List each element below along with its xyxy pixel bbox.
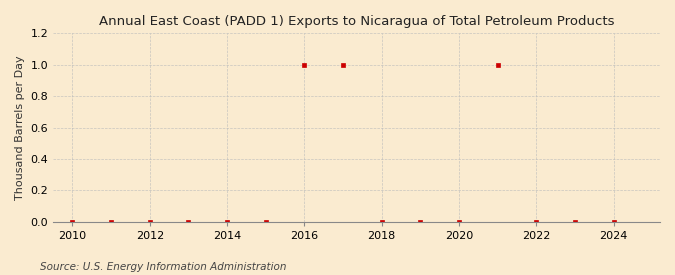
- Title: Annual East Coast (PADD 1) Exports to Nicaragua of Total Petroleum Products: Annual East Coast (PADD 1) Exports to Ni…: [99, 15, 614, 28]
- Text: Source: U.S. Energy Information Administration: Source: U.S. Energy Information Administ…: [40, 262, 287, 272]
- Y-axis label: Thousand Barrels per Day: Thousand Barrels per Day: [15, 55, 25, 200]
